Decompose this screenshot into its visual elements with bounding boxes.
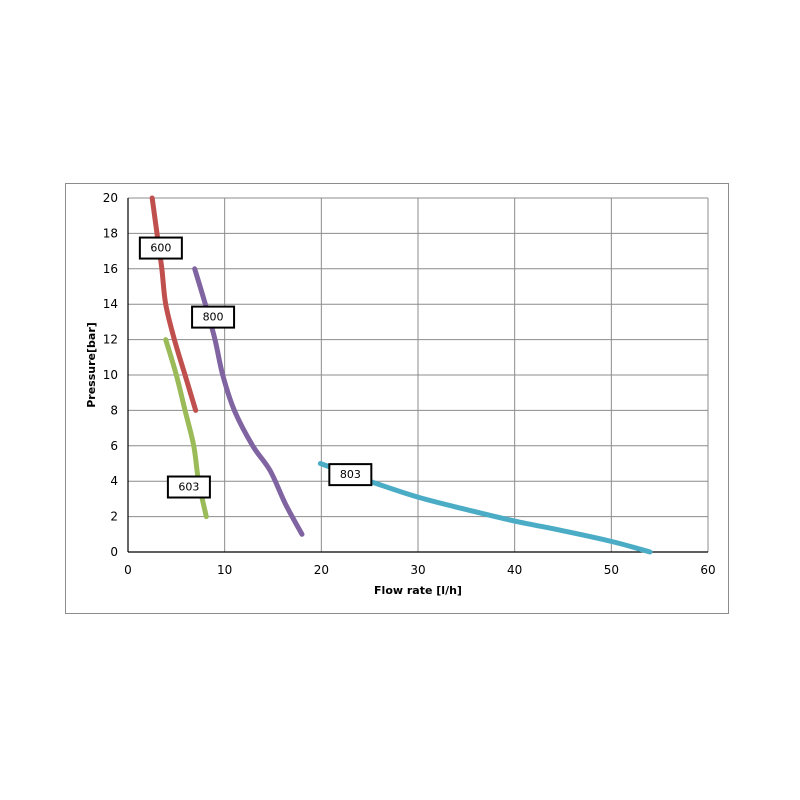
y-tick-label: 12 (103, 333, 118, 347)
annotation-box (166, 475, 211, 499)
y-tick-label: 16 (103, 262, 118, 276)
y-axis-label: Pressure[bar] (85, 322, 98, 408)
x-tick-label: 60 (700, 563, 715, 577)
y-tick-label: 2 (110, 510, 118, 524)
y-tick-label: 8 (110, 403, 118, 417)
x-tick-label: 20 (314, 563, 329, 577)
series-line-803 (317, 461, 653, 555)
y-tick-label: 10 (103, 368, 118, 382)
annotation-box (138, 236, 183, 260)
y-tick-label: 18 (103, 226, 118, 240)
y-tick-label: 6 (110, 439, 118, 453)
y-tick-label: 20 (103, 191, 118, 205)
y-tick-label: 14 (103, 297, 118, 311)
x-tick-label: 50 (604, 563, 619, 577)
y-tick-label: 0 (110, 545, 118, 559)
y-tick-label: 4 (110, 474, 118, 488)
annotation-label-603: 603 (178, 481, 199, 494)
annotation-label-803: 803 (340, 468, 361, 481)
annotation-box (328, 463, 373, 487)
chart-frame (65, 183, 729, 614)
series-line-600 (149, 195, 199, 413)
annotation-label-600: 600 (150, 242, 171, 255)
x-tick-label: 0 (124, 563, 132, 577)
x-tick-label: 40 (507, 563, 522, 577)
x-axis-label: Flow rate [l/h] (374, 584, 462, 597)
x-tick-label: 30 (410, 563, 425, 577)
annotation-label-800: 800 (203, 311, 224, 324)
annotation-box (191, 305, 236, 329)
x-tick-label: 10 (217, 563, 232, 577)
